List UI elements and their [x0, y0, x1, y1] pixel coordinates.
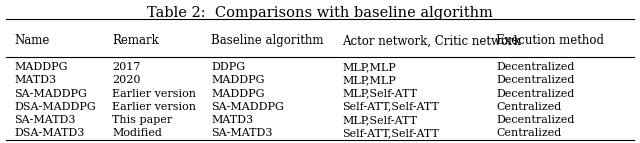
- Text: Earlier version: Earlier version: [112, 102, 196, 112]
- Text: Baseline algorithm: Baseline algorithm: [211, 34, 324, 47]
- Text: MADDPG: MADDPG: [211, 89, 265, 99]
- Text: DDPG: DDPG: [211, 62, 245, 72]
- Text: 2017: 2017: [112, 62, 140, 72]
- Text: 2020: 2020: [112, 75, 141, 85]
- Text: Table 2:  Comparisons with baseline algorithm: Table 2: Comparisons with baseline algor…: [147, 6, 493, 20]
- Text: MLP,MLP: MLP,MLP: [342, 62, 396, 72]
- Text: Decentralized: Decentralized: [496, 89, 574, 99]
- Text: DSA-MADDPG: DSA-MADDPG: [14, 102, 96, 112]
- Text: Remark: Remark: [112, 34, 159, 47]
- Text: Centralized: Centralized: [496, 128, 561, 138]
- Text: Decentralized: Decentralized: [496, 75, 574, 85]
- Text: Decentralized: Decentralized: [496, 62, 574, 72]
- Text: MADDPG: MADDPG: [14, 62, 68, 72]
- Text: SA-MATD3: SA-MATD3: [14, 115, 76, 125]
- Text: Self-ATT,Self-ATT: Self-ATT,Self-ATT: [342, 102, 439, 112]
- Text: Name: Name: [14, 34, 49, 47]
- Text: Earlier version: Earlier version: [112, 89, 196, 99]
- Text: SA-MATD3: SA-MATD3: [211, 128, 273, 138]
- Text: This paper: This paper: [112, 115, 172, 125]
- Text: SA-MADDPG: SA-MADDPG: [211, 102, 284, 112]
- Text: DSA-MATD3: DSA-MATD3: [14, 128, 84, 138]
- Text: Execution method: Execution method: [496, 34, 604, 47]
- Text: Centralized: Centralized: [496, 102, 561, 112]
- Text: MLP,MLP: MLP,MLP: [342, 75, 396, 85]
- Text: MLP,Self-ATT: MLP,Self-ATT: [342, 115, 417, 125]
- Text: SA-MADDPG: SA-MADDPG: [14, 89, 87, 99]
- Text: MLP,Self-ATT: MLP,Self-ATT: [342, 89, 417, 99]
- Text: MATD3: MATD3: [211, 115, 253, 125]
- Text: MATD3: MATD3: [14, 75, 56, 85]
- Text: Self-ATT,Self-ATT: Self-ATT,Self-ATT: [342, 128, 439, 138]
- Text: Actor network, Critic network: Actor network, Critic network: [342, 34, 521, 47]
- Text: MADDPG: MADDPG: [211, 75, 265, 85]
- Text: Decentralized: Decentralized: [496, 115, 574, 125]
- Text: Modified: Modified: [112, 128, 162, 138]
